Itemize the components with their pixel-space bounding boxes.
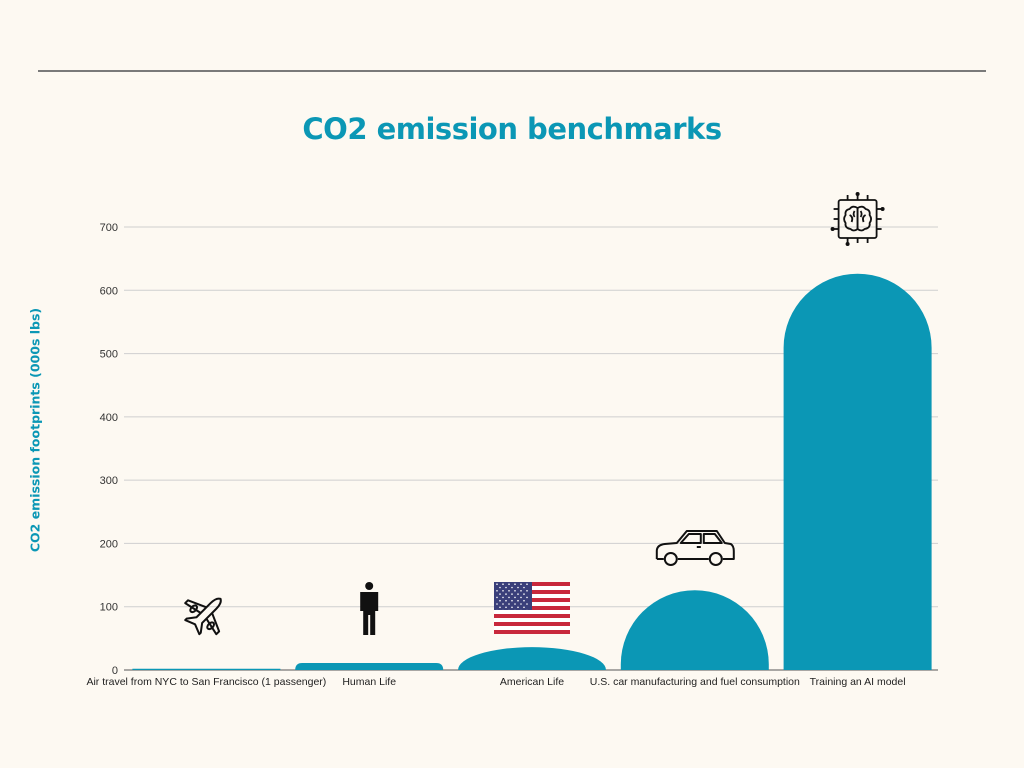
category-labels: Air travel from NYC to San Francisco (1 … (86, 676, 905, 688)
y-axis-ticks: 0 100 200 300 400 500 600 700 (100, 222, 118, 677)
bar (783, 273, 932, 670)
y-tick-label: 400 (100, 412, 118, 424)
top-divider (38, 70, 986, 72)
category-icons (184, 192, 885, 636)
bar (295, 663, 444, 670)
bar (620, 590, 769, 670)
bar (458, 647, 606, 670)
car-icon (655, 530, 735, 566)
y-tick-label: 600 (100, 285, 118, 297)
y-tick-label: 700 (100, 222, 118, 234)
person-icon (360, 582, 379, 635)
x-tick-label: Training an AI model (810, 676, 906, 688)
x-tick-label: Human Life (342, 676, 396, 688)
x-tick-label: U.S. car manufacturing and fuel consumpt… (590, 676, 800, 688)
bars (132, 273, 932, 670)
us-flag-icon (494, 582, 570, 634)
chart-title: CO2 emission benchmarks (302, 112, 722, 146)
y-tick-label: 500 (100, 349, 118, 361)
ai-chip-brain-icon (830, 192, 885, 246)
y-tick-label: 200 (100, 538, 118, 550)
y-tick-label: 100 (100, 602, 118, 614)
y-tick-label: 0 (112, 665, 118, 677)
airplane-icon (184, 597, 222, 636)
y-tick-label: 300 (100, 475, 118, 487)
x-tick-label: Air travel from NYC to San Francisco (1 … (86, 676, 326, 688)
bar (132, 668, 281, 670)
x-tick-label: American Life (500, 676, 564, 688)
